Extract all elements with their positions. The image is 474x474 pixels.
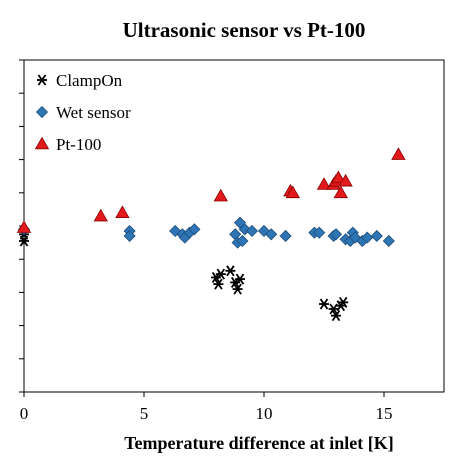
data-point: [338, 173, 353, 187]
x-tick-label: 10: [256, 404, 273, 423]
data-point: [338, 296, 349, 308]
data-point: [123, 229, 136, 243]
series-pt-100: [16, 147, 406, 233]
data-point: [361, 231, 374, 244]
data-point: [391, 147, 406, 160]
data-point: [370, 229, 383, 243]
data-point: [333, 185, 348, 199]
x-tick-label: 5: [140, 404, 149, 423]
data-point: [285, 185, 300, 199]
x-tick-label: 15: [376, 404, 393, 423]
data-point: [279, 229, 292, 243]
legend: ClampOn Wet sensor Pt-100: [26, 62, 152, 162]
data-point: [236, 234, 249, 248]
data-point: [215, 268, 226, 280]
legend-marker: [34, 136, 50, 150]
data-point: [93, 208, 108, 222]
data-point: [329, 228, 343, 241]
data-point: [19, 235, 29, 247]
plot-area: 0 5 10 15 ClampOn Wet sensor Pt-100: [16, 59, 445, 423]
series-wet-sensor: [17, 216, 395, 249]
legend-label: Wet sensor: [56, 103, 131, 122]
legend-marker: [37, 74, 47, 86]
data-point: [213, 188, 228, 202]
data-point: [331, 310, 341, 322]
legend-label: ClampOn: [56, 71, 123, 90]
data-point: [331, 170, 346, 184]
data-point: [225, 265, 236, 277]
data-point: [16, 220, 32, 233]
data-point: [115, 205, 130, 218]
x-axis-label: Temperature difference at inlet [K]: [124, 433, 394, 453]
data-point: [265, 228, 278, 241]
data-point: [232, 283, 243, 295]
x-tick-label: 0: [20, 404, 29, 423]
data-point: [188, 223, 201, 236]
data-point: [319, 298, 329, 310]
data-point: [313, 226, 326, 239]
data-point: [245, 224, 259, 238]
data-point: [316, 177, 332, 190]
chart-title: Ultrasonic sensor vs Pt-100: [123, 18, 366, 42]
data-point: [213, 278, 224, 290]
legend-marker: [35, 105, 49, 119]
series-clampon: [19, 228, 349, 322]
data-point: [235, 273, 245, 285]
data-point: [382, 234, 395, 248]
legend-label: Pt-100: [56, 135, 101, 154]
